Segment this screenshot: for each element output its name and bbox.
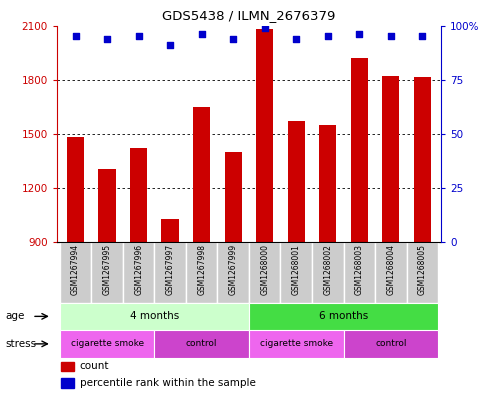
Bar (414, 77, 431, 242)
Text: percentile rank within the sample: percentile rank within the sample (80, 378, 256, 388)
Bar (61, 378, 74, 387)
Text: GSM1267996: GSM1267996 (134, 244, 143, 295)
Point (229, 35, 237, 42)
Point (198, 31, 206, 37)
Text: stress: stress (5, 339, 36, 349)
Bar (351, 58, 368, 242)
Bar (249, 330, 344, 358)
Bar (382, 76, 399, 242)
Text: GSM1268003: GSM1268003 (355, 244, 364, 295)
Text: GSM1267997: GSM1267997 (166, 244, 175, 295)
Text: GSM1268001: GSM1268001 (292, 244, 301, 295)
Point (292, 35, 300, 42)
Point (261, 24, 269, 31)
Point (103, 35, 111, 42)
Point (166, 42, 174, 48)
Text: GSM1267995: GSM1267995 (103, 244, 111, 295)
Bar (407, 242, 438, 303)
Bar (249, 303, 438, 330)
Text: GSM1267994: GSM1267994 (71, 244, 80, 295)
Bar (60, 303, 249, 330)
Text: GSM1267999: GSM1267999 (229, 244, 238, 295)
Bar (60, 330, 154, 358)
Bar (249, 242, 281, 303)
Title: GDS5438 / ILMN_2676379: GDS5438 / ILMN_2676379 (162, 9, 336, 22)
Point (71, 33, 79, 39)
Point (135, 33, 142, 39)
Bar (99, 169, 116, 242)
Text: control: control (375, 340, 407, 348)
Bar (287, 121, 305, 242)
Point (387, 33, 395, 39)
Text: 6 months: 6 months (319, 311, 368, 321)
Text: GSM1268005: GSM1268005 (418, 244, 427, 295)
Text: GSM1268002: GSM1268002 (323, 244, 332, 295)
Text: GSM1267998: GSM1267998 (197, 244, 206, 295)
Bar (60, 242, 91, 303)
Bar (319, 125, 336, 242)
Bar (130, 148, 147, 242)
Bar (375, 242, 407, 303)
Bar (61, 362, 74, 371)
Point (324, 33, 332, 39)
Bar (344, 242, 375, 303)
Text: 4 months: 4 months (130, 311, 179, 321)
Text: age: age (5, 311, 24, 321)
Bar (281, 242, 312, 303)
Bar (123, 242, 154, 303)
Text: GSM1268000: GSM1268000 (260, 244, 269, 295)
Point (419, 33, 426, 39)
Text: cigarette smoke: cigarette smoke (70, 340, 143, 348)
Bar (154, 330, 249, 358)
Bar (193, 107, 211, 242)
Bar (217, 242, 249, 303)
Point (355, 31, 363, 37)
Text: control: control (186, 340, 217, 348)
Text: GSM1268004: GSM1268004 (387, 244, 395, 295)
Bar (186, 242, 217, 303)
Bar (162, 219, 179, 242)
Bar (224, 152, 242, 242)
Bar (256, 29, 274, 242)
Text: cigarette smoke: cigarette smoke (260, 340, 333, 348)
Bar (154, 242, 186, 303)
Bar (344, 330, 438, 358)
Bar (91, 242, 123, 303)
Text: count: count (80, 361, 109, 371)
Bar (312, 242, 344, 303)
Bar (67, 137, 84, 242)
